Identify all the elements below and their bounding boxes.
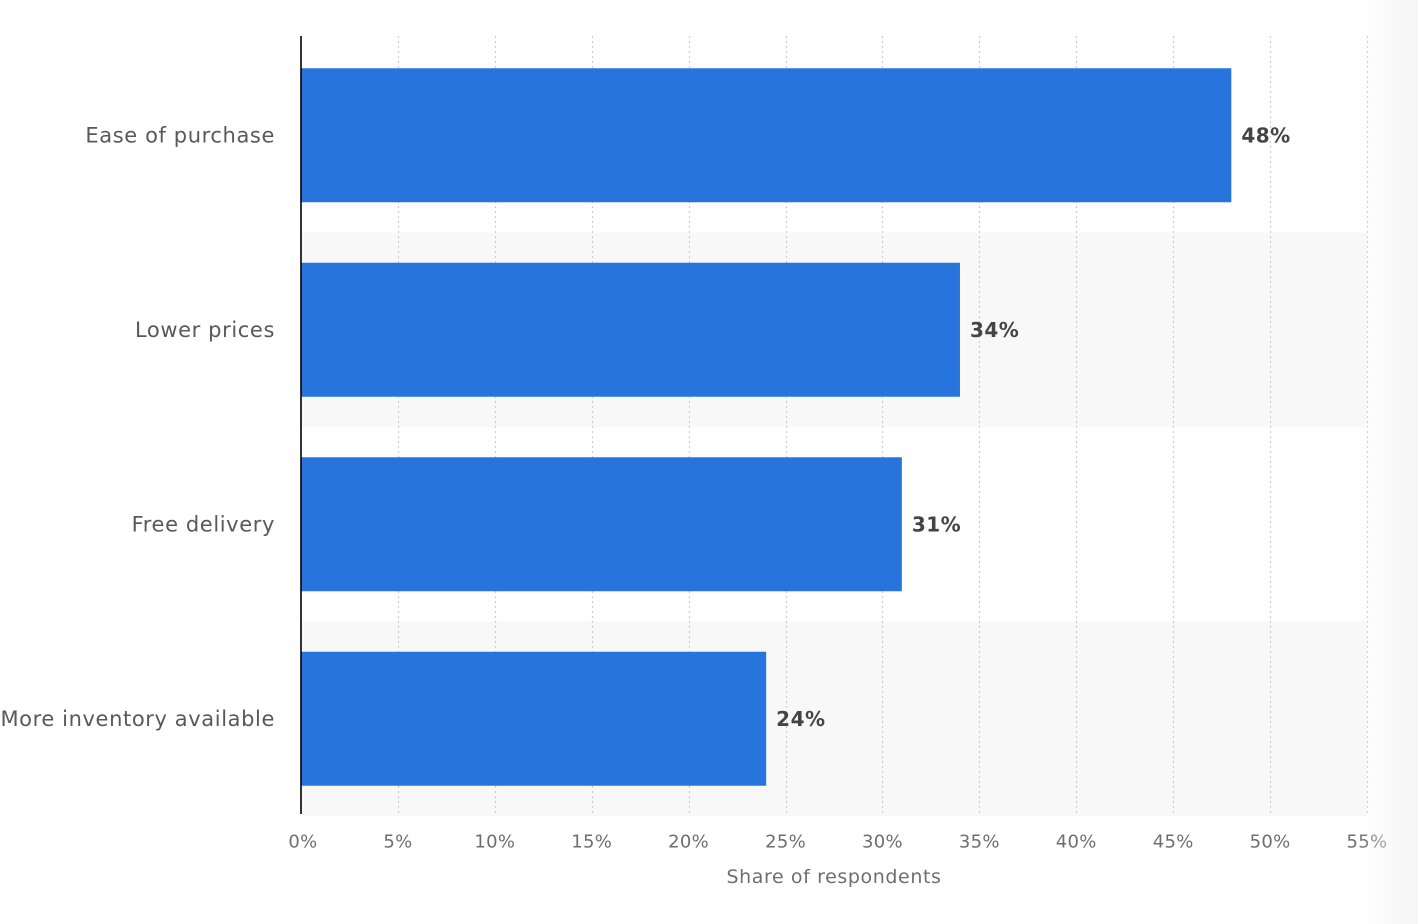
x-tick-label: 10% <box>474 832 515 853</box>
bar <box>301 262 960 397</box>
category-labels: Ease of purchase Lower prices Free deliver… <box>0 123 275 731</box>
bar-value-label: 24% <box>776 707 825 731</box>
value-labels: 48% 34% 31% 24% <box>776 123 1290 731</box>
x-tick-label: 40% <box>1056 832 1097 853</box>
x-tick-label: 45% <box>1153 832 1194 853</box>
bar-value-label: 31% <box>912 512 961 536</box>
bars <box>301 68 1232 786</box>
x-tick-label: 30% <box>862 832 903 853</box>
bar-value-label: 34% <box>970 318 1019 342</box>
x-tick-label: 0% <box>288 832 317 853</box>
x-tick-label: 15% <box>571 832 612 853</box>
right-edge-shade <box>1358 0 1418 924</box>
bar-value-label: 48% <box>1241 123 1290 147</box>
x-tick-label: 25% <box>765 832 806 853</box>
x-tick-labels: 0%5%10%15%20%25%30%35%40%45%50%55% <box>288 832 1387 853</box>
x-tick-label: 50% <box>1250 832 1291 853</box>
category-label: Free delivery <box>132 512 275 536</box>
x-tick-label: 5% <box>383 832 412 853</box>
bar <box>301 457 902 592</box>
x-axis-title: Share of respondents <box>726 866 941 888</box>
category-label: More inventory available <box>0 707 275 731</box>
x-tick-label: 20% <box>668 832 709 853</box>
category-label: Lower prices <box>135 318 275 342</box>
x-tick-label: 35% <box>959 832 1000 853</box>
bar <box>301 651 767 786</box>
category-label: Ease of purchase <box>85 123 275 147</box>
bar <box>301 68 1232 203</box>
